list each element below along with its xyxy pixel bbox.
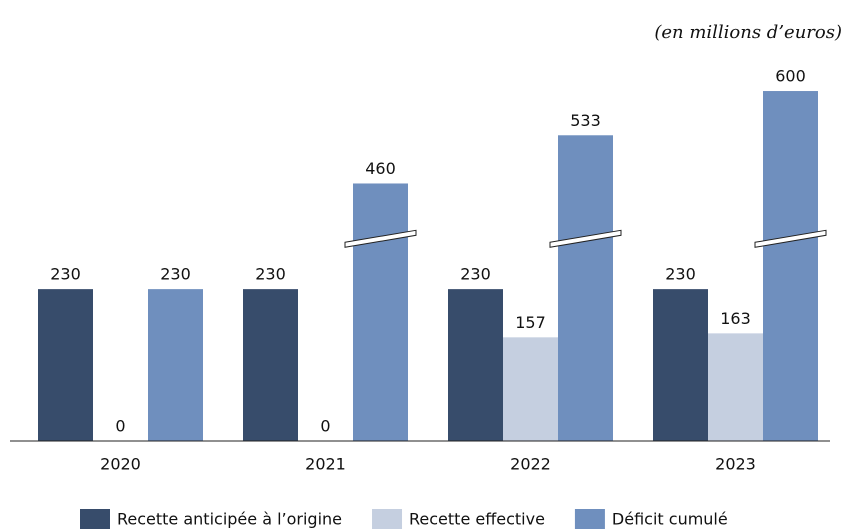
bar	[243, 289, 298, 441]
data-label: 600	[775, 67, 806, 86]
x-tick-label: 2023	[715, 455, 756, 474]
axis-break	[549, 229, 622, 248]
bar	[653, 289, 708, 441]
x-tick-label: 2021	[305, 455, 346, 474]
bar	[708, 333, 763, 441]
bar	[353, 183, 408, 441]
x-tick-label: 2020	[100, 455, 141, 474]
data-label: 0	[115, 417, 125, 436]
data-label: 157	[515, 313, 546, 332]
legend-label: Recette anticipée à l’origine	[117, 510, 342, 529]
legend-swatch	[574, 509, 605, 529]
axis-break	[344, 229, 417, 248]
x-tick-label: 2022	[510, 455, 551, 474]
data-label: 163	[720, 309, 751, 328]
legend-swatch	[80, 509, 110, 529]
data-label: 230	[665, 265, 696, 284]
axis-break	[754, 229, 827, 248]
bar	[148, 289, 203, 441]
legend-swatch	[372, 509, 403, 529]
bar	[38, 289, 93, 441]
bar	[558, 135, 613, 441]
bar	[448, 289, 503, 441]
chart-subtitle: (en millions d’euros)	[654, 22, 842, 43]
data-label: 230	[50, 265, 81, 284]
data-label: 230	[460, 265, 491, 284]
bar	[503, 337, 558, 441]
bar	[763, 91, 818, 442]
data-label: 533	[570, 111, 601, 130]
legend-label: Recette effective	[409, 510, 545, 529]
data-label: 230	[255, 265, 286, 284]
data-label: 460	[365, 159, 396, 178]
legend-label: Déficit cumulé	[612, 510, 728, 529]
data-label: 0	[320, 417, 330, 436]
data-label: 230	[160, 265, 191, 284]
